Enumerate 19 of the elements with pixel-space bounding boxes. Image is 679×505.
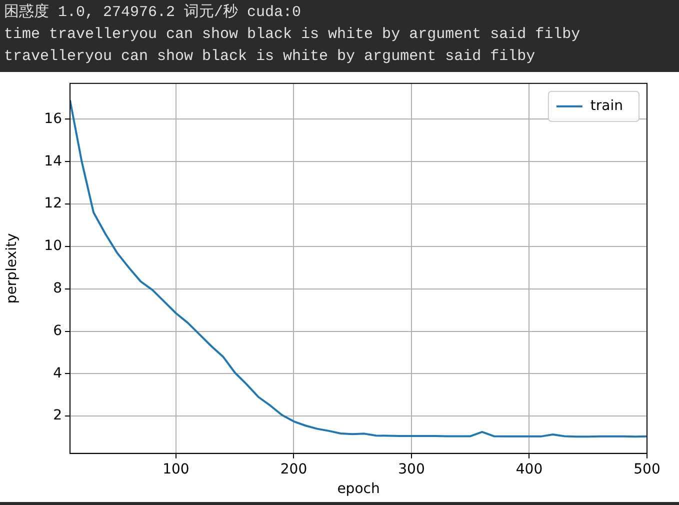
y-tick-label: 14 <box>44 153 62 170</box>
text: 困惑度 1.0, 274976.2 词元/秒 cuda:0 <box>4 2 302 23</box>
x-tick-label: 100 <box>162 461 190 478</box>
x-tick-label: 200 <box>280 461 308 478</box>
text: time travelleryou can show black is white by argument said filby <box>4 25 582 45</box>
y-tick-label: 8 <box>53 280 62 296</box>
y-tick-label: 16 <box>44 110 62 127</box>
x-tick-label: 500 <box>634 461 660 478</box>
text: travelleryou can show black is white by argument said filby <box>4 47 536 67</box>
x-tick-label: 300 <box>398 461 425 478</box>
x-axis-title: epoch <box>337 481 380 498</box>
legend-label: train <box>590 98 624 114</box>
y-tick-label: 2 <box>53 408 62 424</box>
y-tick-label: 4 <box>53 365 62 382</box>
y-tick-label: 12 <box>44 196 62 212</box>
y-tick-label: 10 <box>44 238 62 254</box>
x-tick-label: 400 <box>516 461 543 478</box>
y-axis-title: perplexity <box>4 233 20 304</box>
y-tick-label: 6 <box>53 322 62 339</box>
